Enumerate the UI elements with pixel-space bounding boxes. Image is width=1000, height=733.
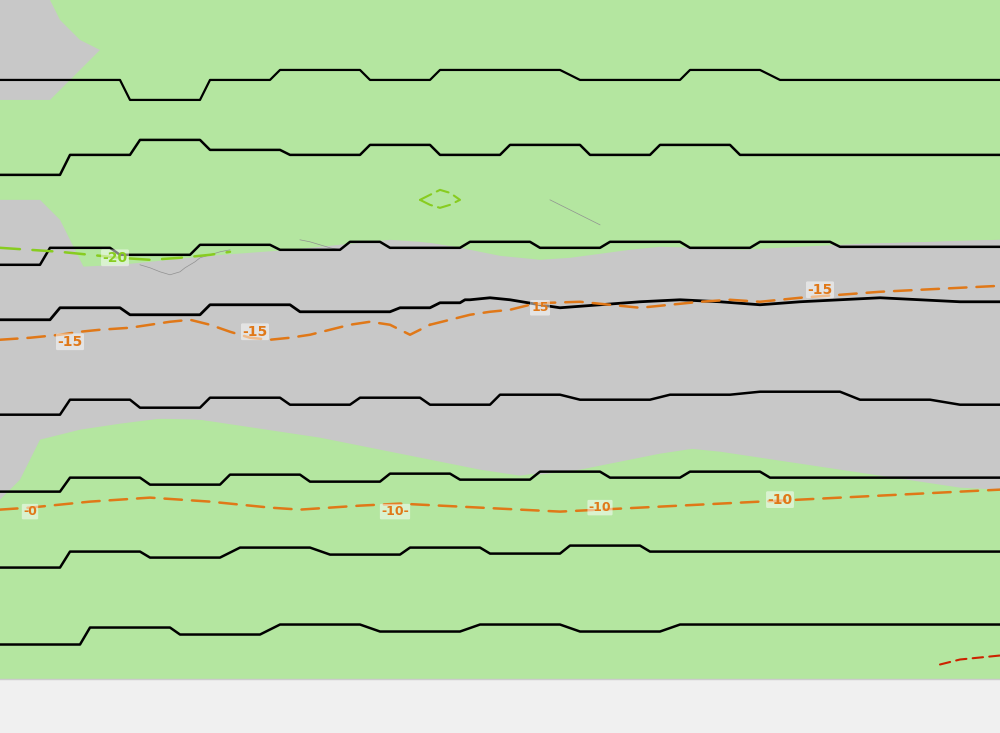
Text: -15: -15 — [807, 283, 833, 297]
Polygon shape — [0, 0, 100, 100]
Text: -15: -15 — [242, 325, 268, 339]
Text: -0: -0 — [23, 505, 37, 518]
Text: -20: -20 — [102, 251, 128, 265]
Text: -15: -15 — [57, 335, 83, 349]
Polygon shape — [0, 0, 1000, 679]
Text: -10: -10 — [589, 501, 611, 514]
Polygon shape — [0, 240, 1000, 490]
Polygon shape — [0, 0, 100, 500]
Text: 15: 15 — [531, 301, 549, 314]
Text: We 22-05-2024 18:00 UTC (12+54): We 22-05-2024 18:00 UTC (12+54) — [600, 696, 937, 714]
Text: -10-: -10- — [381, 505, 409, 518]
Polygon shape — [0, 240, 1000, 479]
Text: ©weatheronline.co.uk: ©weatheronline.co.uk — [846, 714, 985, 727]
Text: -10: -10 — [767, 493, 793, 507]
Text: Height/Temp. 500 hPa [gdmp][°C] ECMWF: Height/Temp. 500 hPa [gdmp][°C] ECMWF — [10, 696, 412, 714]
